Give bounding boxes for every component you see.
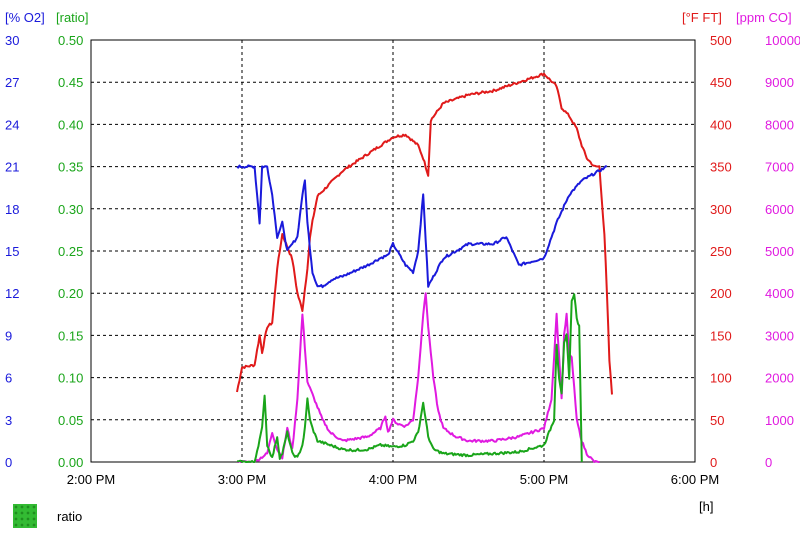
tick-label-ft: 300	[710, 202, 732, 217]
axis-title-ratio: [ratio]	[56, 10, 89, 25]
tick-label-ft: 400	[710, 117, 732, 132]
tick-label-ratio: 0.45	[58, 75, 83, 90]
tick-label-o2: 21	[5, 160, 19, 175]
tick-label-o2: 3	[5, 413, 12, 428]
tick-label-ratio: 0.10	[58, 371, 83, 386]
tick-label-ft: 150	[710, 328, 732, 343]
tick-label-o2: 27	[5, 75, 19, 90]
tick-label-co: 8000	[765, 117, 794, 132]
legend: ratio	[13, 504, 82, 528]
tick-label-co: 9000	[765, 75, 794, 90]
tick-label-ft: 0	[710, 455, 717, 470]
tick-label-co: 6000	[765, 202, 794, 217]
axis-title-ft: [°F FT]	[682, 10, 722, 25]
tick-label-co: 7000	[765, 160, 794, 175]
series-line-o2	[236, 164, 608, 289]
tick-label-ratio: 0.25	[58, 244, 83, 259]
tick-label-ratio: 0.35	[58, 160, 83, 175]
tick-label-o2: 18	[5, 202, 19, 217]
axis-title-co: [ppm CO]	[736, 10, 792, 25]
tick-label-ft: 50	[710, 413, 724, 428]
x-tick-label: 2:00 PM	[67, 472, 115, 487]
tick-label-o2: 24	[5, 117, 19, 132]
axes: [% O2] 0 3 6 9 12 15 18 21 24 27 30 [ratio] 0.00 0.05 0…	[5, 10, 800, 514]
series-line-ft	[236, 72, 613, 395]
tick-label-ft: 450	[710, 75, 732, 90]
tick-label-ratio: 0.50	[58, 33, 83, 48]
tick-label-co: 1000	[765, 413, 794, 428]
tick-label-o2: 9	[5, 328, 12, 343]
tick-label-ratio: 0.40	[58, 117, 83, 132]
x-tick-label: 6:00 PM	[671, 472, 719, 487]
x-unit-label: [h]	[699, 499, 713, 514]
x-tick-label: 3:00 PM	[218, 472, 266, 487]
tick-label-co: 0	[765, 455, 772, 470]
tick-label-o2: 0	[5, 455, 12, 470]
tick-label-o2: 30	[5, 33, 19, 48]
tick-label-ft: 350	[710, 160, 732, 175]
tick-label-co: 3000	[765, 328, 794, 343]
tick-label-ratio: 0.00	[58, 455, 83, 470]
series-line-ratio	[236, 293, 583, 463]
tick-label-ft: 500	[710, 33, 732, 48]
tick-label-ratio: 0.05	[58, 413, 83, 428]
tick-label-ft: 200	[710, 286, 732, 301]
tick-label-ratio: 0.15	[58, 328, 83, 343]
x-tick-label: 4:00 PM	[369, 472, 417, 487]
tick-label-ft: 250	[710, 244, 732, 259]
tick-label-co: 4000	[765, 286, 794, 301]
legend-swatch-ratio	[13, 504, 37, 528]
tick-label-ratio: 0.20	[58, 286, 83, 301]
legend-label-ratio: ratio	[57, 508, 83, 524]
tick-label-o2: 6	[5, 371, 12, 386]
x-tick-label: 5:00 PM	[520, 472, 568, 487]
tick-label-co: 2000	[765, 371, 794, 386]
tick-label-co: 5000	[765, 244, 794, 259]
axis-title-o2: [% O2]	[5, 10, 45, 25]
plot-frame	[90, 39, 696, 463]
series	[236, 72, 613, 463]
tick-label-ft: 100	[710, 371, 732, 386]
tick-label-co: 10000	[765, 33, 800, 48]
tick-label-o2: 12	[5, 286, 19, 301]
tick-label-o2: 15	[5, 244, 19, 259]
series-line-co	[237, 292, 600, 463]
tick-label-ratio: 0.30	[58, 202, 83, 217]
